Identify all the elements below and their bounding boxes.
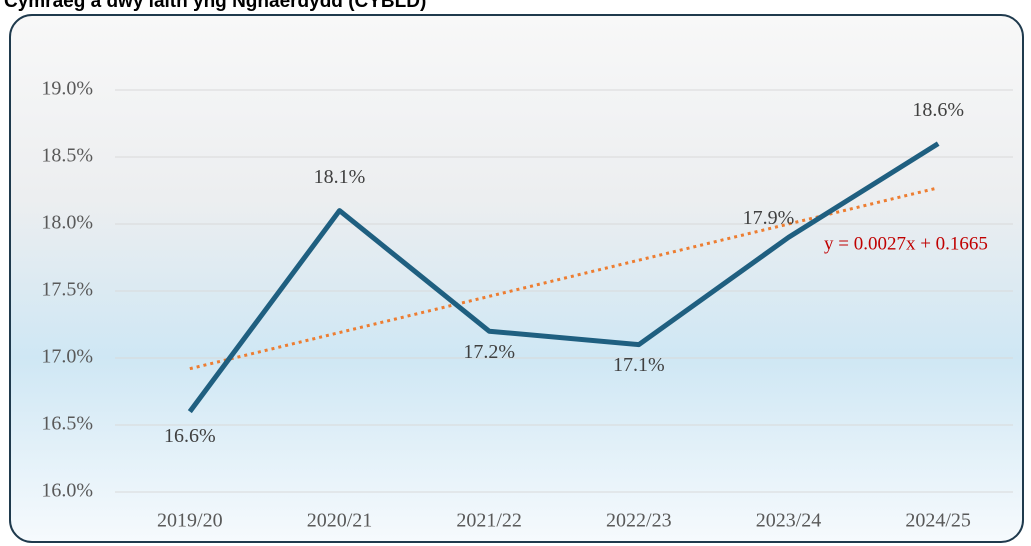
data-label: 18.6% xyxy=(912,99,964,121)
y-tick-label: 16.0% xyxy=(41,480,93,502)
data-label: 17.2% xyxy=(463,341,515,363)
chart-frame xyxy=(9,14,1024,543)
data-label: 17.1% xyxy=(613,354,665,376)
x-tick-label: 2021/22 xyxy=(456,510,522,532)
x-tick-label: 2022/23 xyxy=(606,510,672,532)
x-tick-label: 2023/24 xyxy=(756,510,822,532)
y-tick-label: 18.0% xyxy=(41,212,93,234)
x-tick-label: 2024/25 xyxy=(905,510,971,532)
trendline xyxy=(189,186,939,371)
x-tick-label: 2019/20 xyxy=(157,510,223,532)
data-label: 16.6% xyxy=(164,425,216,447)
chart-title: Cymraeg a dwy iaith yng Nghaerdydd (CYBL… xyxy=(4,0,426,12)
y-tick-label: 17.0% xyxy=(41,346,93,368)
y-tick-label: 16.5% xyxy=(41,413,93,435)
y-tick-label: 19.0% xyxy=(41,78,93,100)
y-tick-label: 17.5% xyxy=(41,279,93,301)
data-label: 18.1% xyxy=(314,166,366,188)
series-line xyxy=(187,141,940,414)
y-tick-label: 18.5% xyxy=(41,145,93,167)
data-label: 17.9% xyxy=(743,207,795,229)
x-tick-label: 2020/21 xyxy=(307,510,373,532)
trendline-equation: y = 0.0027x + 0.1665 xyxy=(824,233,988,254)
